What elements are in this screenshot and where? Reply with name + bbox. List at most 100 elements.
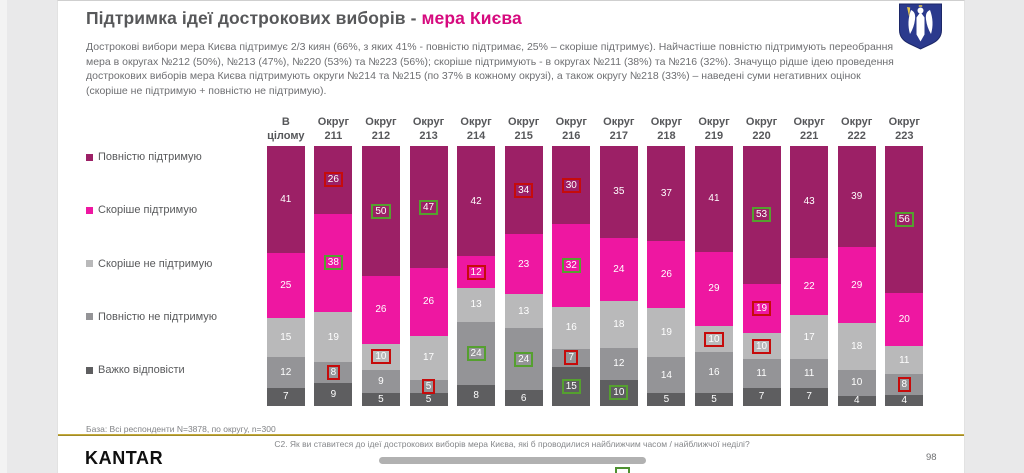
bar-segment: 50 bbox=[361, 146, 400, 276]
bar-value-label: 10 bbox=[752, 338, 772, 354]
bar-segment: 26 bbox=[361, 276, 400, 344]
bar-value-label: 19 bbox=[660, 327, 672, 339]
gold-divider bbox=[58, 434, 964, 436]
legend-item: Повністю підтримую bbox=[86, 151, 258, 163]
bar-segment: 38 bbox=[314, 213, 353, 313]
column-header-line: Округ bbox=[603, 116, 635, 129]
column-header-line: Округ bbox=[460, 116, 492, 129]
bar-segment: 19 bbox=[742, 283, 781, 334]
bar-value-label: 8 bbox=[326, 364, 341, 380]
legend-label: Скоріше підтримую bbox=[98, 204, 198, 217]
bar-segment: 13 bbox=[504, 294, 543, 328]
bar-segment: 5 bbox=[409, 378, 448, 394]
bar-value-label: 5 bbox=[663, 394, 670, 406]
bar-stack: 41 25 15 12 7 bbox=[266, 146, 305, 406]
column-header-line: 211 bbox=[324, 129, 343, 142]
bar-segment: 34 bbox=[504, 146, 543, 235]
bar-value-label: 32 bbox=[561, 258, 581, 274]
bar-segment: 9 bbox=[361, 369, 400, 393]
bar-column: Округ 221 43 22 17 11 7 bbox=[785, 113, 833, 406]
column-header: Округ 218 bbox=[651, 113, 682, 143]
legend-item: Скоріше не підтримую bbox=[86, 258, 258, 270]
bar-column: Округ 213 47 26 17 5 5 bbox=[405, 113, 453, 406]
bar-value-label: 39 bbox=[851, 191, 863, 203]
bar-stack: 26 38 19 8 9 bbox=[314, 146, 353, 406]
bar-stack: 30 32 16 7 15 bbox=[552, 146, 591, 406]
column-header-line: Округ bbox=[555, 116, 587, 129]
column-header: Округ 223 bbox=[889, 113, 920, 143]
page-number: 98 bbox=[926, 452, 937, 463]
bar-segment: 10 bbox=[694, 326, 733, 352]
bar-value-label: 7 bbox=[758, 391, 765, 403]
cutoff-green-marker bbox=[615, 467, 630, 473]
bar-value-label: 17 bbox=[422, 352, 435, 364]
intro-paragraph: Дострокові вибори мера Києва підтримує 2… bbox=[86, 41, 894, 98]
bar-value-label: 5 bbox=[421, 378, 436, 394]
bar-stack: 39 29 18 10 4 bbox=[837, 146, 876, 406]
bar-segment: 18 bbox=[837, 322, 876, 370]
legend-swatch bbox=[86, 366, 93, 374]
bar-segment: 8 bbox=[457, 384, 496, 406]
column-header-line: цілому bbox=[267, 129, 305, 142]
bar-stack: 35 24 18 12 10 bbox=[599, 146, 638, 406]
bar-column: Округ 211 26 38 19 8 9 bbox=[310, 113, 358, 406]
bar-column: Округ 215 34 23 13 24 6 bbox=[500, 113, 548, 406]
bar-value-label: 10 bbox=[704, 331, 724, 347]
column-header-line: 217 bbox=[609, 129, 628, 142]
bar-stack: 56 20 11 8 4 bbox=[885, 146, 924, 406]
bar-stack: 53 19 10 11 7 bbox=[742, 146, 781, 406]
column-header-line: Округ bbox=[888, 116, 920, 129]
bar-value-label: 11 bbox=[899, 354, 910, 366]
column-header: Округ 215 bbox=[508, 113, 539, 143]
bar-value-label: 42 bbox=[470, 195, 482, 207]
bar-segment: 10 bbox=[361, 343, 400, 370]
column-header-line: Округ bbox=[841, 116, 873, 129]
bar-value-label: 41 bbox=[708, 193, 720, 205]
bar-stack: 50 26 10 9 5 bbox=[361, 146, 400, 406]
bar-value-label: 17 bbox=[803, 331, 815, 343]
bar-value-label: 10 bbox=[851, 377, 863, 389]
horizontal-scrollbar-thumb[interactable] bbox=[379, 457, 646, 464]
column-header: Округ 211 bbox=[318, 113, 349, 143]
bar-segment: 5 bbox=[694, 393, 733, 406]
bar-value-label: 13 bbox=[470, 299, 482, 311]
bar-segment: 19 bbox=[314, 312, 353, 362]
bar-segment: 5 bbox=[361, 392, 400, 406]
bar-segment: 6 bbox=[504, 390, 543, 406]
bar-stack: 42 12 13 24 8 bbox=[457, 146, 496, 406]
bar-value-label: 7 bbox=[806, 391, 812, 403]
bar-segment: 18 bbox=[599, 300, 638, 349]
bar-value-label: 38 bbox=[323, 255, 343, 271]
bar-column: Округ 220 53 19 10 11 7 bbox=[738, 113, 786, 406]
bar-value-label: 12 bbox=[466, 264, 486, 280]
bar-segment: 4 bbox=[885, 395, 924, 406]
bar-value-label: 29 bbox=[708, 283, 720, 295]
bar-segment: 13 bbox=[457, 287, 496, 322]
bar-segment: 7 bbox=[552, 348, 591, 367]
bar-stack: 43 22 17 11 7 bbox=[790, 146, 829, 406]
bar-value-label: 12 bbox=[280, 366, 292, 378]
bar-segment: 37 bbox=[647, 146, 686, 242]
bar-segment: 23 bbox=[504, 234, 543, 295]
bar-value-label: 7 bbox=[283, 391, 289, 403]
bar-value-label: 30 bbox=[561, 177, 581, 193]
bar-segment: 17 bbox=[409, 335, 448, 380]
bar-value-label: 5 bbox=[378, 393, 384, 405]
bar-value-label: 8 bbox=[897, 377, 912, 393]
column-header: Округ 216 bbox=[556, 113, 587, 143]
column-header-line: Округ bbox=[793, 116, 825, 129]
bar-value-label: 18 bbox=[851, 340, 863, 352]
bar-segment: 10 bbox=[837, 369, 876, 396]
bar-segment: 47 bbox=[409, 146, 448, 269]
bar-column: Округ 222 39 29 18 10 4 bbox=[833, 113, 881, 406]
column-header-line: 214 bbox=[466, 129, 486, 142]
bar-segment: 7 bbox=[742, 387, 781, 406]
bar-segment: 20 bbox=[885, 293, 924, 346]
bar-value-label: 7 bbox=[564, 350, 579, 366]
column-header-line: 213 bbox=[419, 129, 438, 142]
bar-segment: 41 bbox=[694, 146, 733, 252]
bar-value-label: 26 bbox=[375, 304, 387, 316]
bar-segment: 25 bbox=[266, 252, 305, 318]
bar-value-label: 41 bbox=[280, 193, 292, 205]
